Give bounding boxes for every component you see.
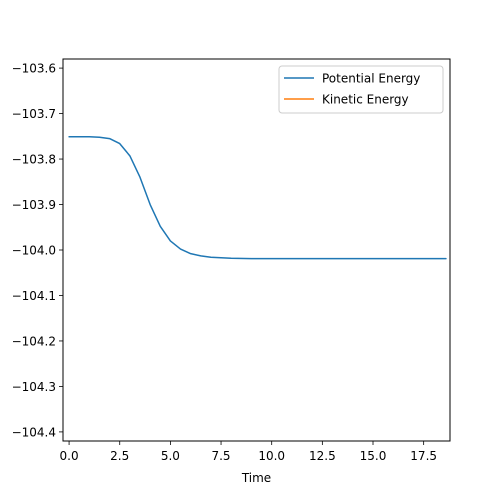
x-axis-label: Time [241, 471, 271, 485]
x-tick-label: 17.5 [410, 449, 437, 463]
y-tick-label: −104.0 [12, 244, 56, 258]
x-tick-label: 2.5 [110, 449, 129, 463]
legend-label-1: Kinetic Energy [322, 93, 409, 107]
series-line-0 [68, 136, 447, 260]
x-tick-label: 10.0 [258, 449, 285, 463]
x-tick-label: 7.5 [211, 449, 230, 463]
legend-box [278, 65, 444, 114]
y-tick-label: −104.2 [12, 334, 56, 348]
y-tick-label: −103.7 [12, 107, 56, 121]
y-tick-label: −104.1 [12, 289, 56, 303]
legend: Potential Energy Kinetic Energy [278, 65, 444, 114]
y-tick-label: −103.9 [12, 198, 56, 212]
x-tick-label: 12.5 [309, 449, 336, 463]
y-tick-label: −103.8 [12, 153, 56, 167]
x-tick-label: 15.0 [360, 449, 387, 463]
y-tick-label: −103.6 [12, 62, 56, 76]
x-tick-label: 5.0 [161, 449, 180, 463]
legend-label-0: Potential Energy [322, 72, 420, 86]
y-tick-label: −104.3 [12, 380, 56, 394]
y-tick-label: −104.4 [12, 425, 56, 439]
x-tick-label: 0.0 [60, 449, 79, 463]
